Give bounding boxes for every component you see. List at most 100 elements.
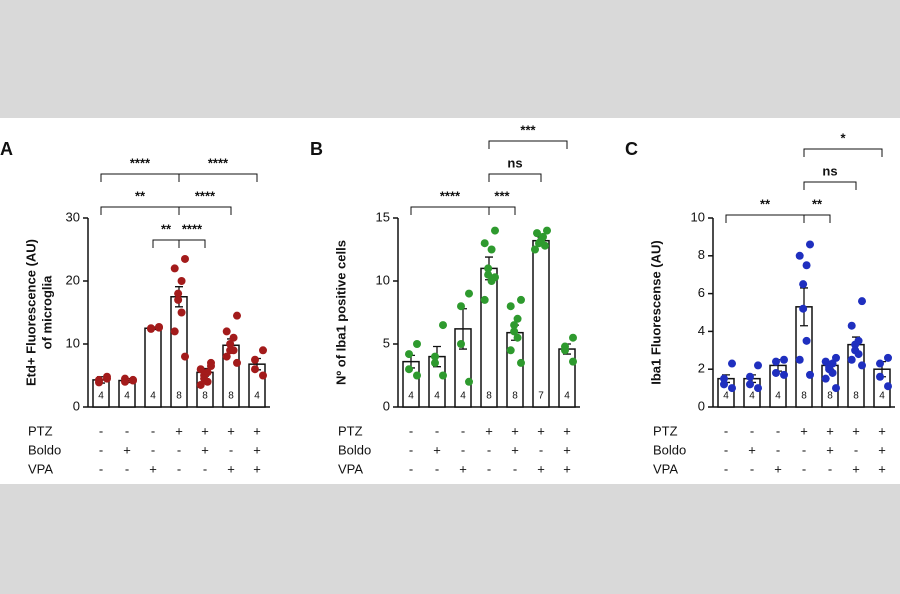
condition-sign: + bbox=[878, 461, 886, 476]
data-point bbox=[802, 336, 811, 345]
data-point bbox=[772, 368, 780, 377]
data-point bbox=[828, 368, 837, 377]
condition-sign: - bbox=[539, 442, 543, 457]
condition-sign: - bbox=[435, 461, 439, 476]
data-point bbox=[531, 245, 539, 254]
condition-sign: - bbox=[513, 461, 517, 476]
y-tick-label: 30 bbox=[66, 209, 80, 224]
condition-sign: + bbox=[149, 461, 157, 476]
data-point bbox=[405, 365, 413, 374]
n-label: 8 bbox=[801, 391, 807, 402]
data-point bbox=[535, 239, 543, 248]
data-point bbox=[746, 380, 754, 389]
data-point bbox=[203, 377, 212, 386]
n-label: 4 bbox=[775, 391, 781, 402]
condition-sign: - bbox=[151, 442, 155, 457]
significance-bracket bbox=[488, 140, 568, 149]
data-point bbox=[413, 340, 421, 348]
significance-bracket bbox=[488, 206, 516, 215]
condition-sign: + bbox=[878, 423, 886, 438]
data-point bbox=[457, 340, 465, 348]
data-point bbox=[858, 297, 866, 306]
significance-label: *** bbox=[494, 188, 510, 203]
data-point bbox=[802, 261, 811, 270]
condition-sign: - bbox=[229, 442, 233, 457]
condition-sign: + bbox=[748, 442, 756, 457]
data-point bbox=[465, 377, 473, 386]
data-point bbox=[480, 239, 489, 248]
n-label: 4 bbox=[749, 391, 755, 402]
condition-label: VPA bbox=[653, 461, 678, 476]
condition-label: VPA bbox=[338, 461, 363, 476]
data-point bbox=[129, 376, 137, 385]
n-label: 8 bbox=[228, 391, 234, 402]
condition-sign: + bbox=[253, 461, 261, 476]
significance-bracket bbox=[178, 239, 206, 248]
data-point bbox=[720, 380, 728, 389]
condition-label: PTZ bbox=[338, 423, 363, 438]
data-point bbox=[876, 372, 884, 381]
y-tick-label: 20 bbox=[66, 272, 80, 287]
data-point bbox=[754, 361, 762, 370]
data-point bbox=[233, 358, 241, 367]
condition-sign: + bbox=[227, 461, 235, 476]
condition-sign: + bbox=[433, 442, 441, 457]
condition-sign: - bbox=[487, 442, 491, 457]
significance-label: **** bbox=[440, 188, 461, 203]
data-point bbox=[795, 355, 804, 364]
significance-bracket bbox=[803, 148, 883, 157]
data-point bbox=[207, 362, 215, 371]
significance-bracket bbox=[178, 206, 232, 215]
significance-label: **** bbox=[130, 155, 151, 170]
data-point bbox=[847, 355, 856, 364]
n-label: 4 bbox=[124, 391, 130, 402]
condition-sign: + bbox=[563, 461, 571, 476]
data-point bbox=[561, 346, 569, 355]
significance-label: **** bbox=[182, 221, 203, 236]
significance-label: ** bbox=[161, 221, 172, 236]
data-point bbox=[480, 295, 489, 304]
data-point bbox=[196, 380, 205, 389]
n-label: 8 bbox=[202, 391, 208, 402]
condition-sign: + bbox=[774, 461, 782, 476]
data-point bbox=[513, 314, 522, 323]
panel-background bbox=[0, 118, 900, 484]
significance-label: **** bbox=[208, 155, 229, 170]
condition-sign: + bbox=[459, 461, 467, 476]
data-point bbox=[510, 321, 519, 330]
data-point bbox=[259, 346, 267, 355]
data-point bbox=[259, 371, 267, 380]
condition-sign: + bbox=[826, 423, 834, 438]
data-point bbox=[806, 240, 814, 249]
y-axis-label: Nº of Iba1 positive cells bbox=[333, 240, 348, 385]
condition-sign: + bbox=[227, 423, 235, 438]
condition-sign: - bbox=[99, 423, 103, 438]
y-axis-label: Etd+ Fluorescence (AU) bbox=[23, 239, 38, 386]
data-point bbox=[170, 264, 179, 273]
data-point bbox=[181, 254, 189, 263]
data-point bbox=[413, 371, 421, 380]
condition-sign: - bbox=[151, 423, 155, 438]
condition-label: PTZ bbox=[653, 423, 678, 438]
data-point bbox=[487, 245, 496, 254]
significance-label: ** bbox=[812, 196, 823, 211]
significance-label: ** bbox=[760, 196, 771, 211]
y-tick-label: 0 bbox=[383, 398, 390, 413]
data-point bbox=[543, 226, 551, 235]
data-point bbox=[746, 372, 754, 381]
data-point bbox=[226, 340, 235, 348]
n-label: 4 bbox=[723, 391, 729, 402]
data-point bbox=[229, 346, 238, 355]
condition-sign: + bbox=[511, 423, 519, 438]
n-label: 8 bbox=[176, 391, 182, 402]
n-label: 4 bbox=[564, 391, 570, 402]
condition-label: Boldo bbox=[338, 442, 371, 457]
condition-sign: + bbox=[563, 442, 571, 457]
condition-sign: + bbox=[253, 423, 261, 438]
data-point bbox=[229, 333, 238, 342]
condition-sign: - bbox=[409, 423, 413, 438]
y-tick-label: 6 bbox=[698, 285, 705, 300]
panel-letter: A bbox=[0, 139, 13, 159]
n-label: 8 bbox=[827, 391, 833, 402]
condition-sign: - bbox=[802, 461, 806, 476]
